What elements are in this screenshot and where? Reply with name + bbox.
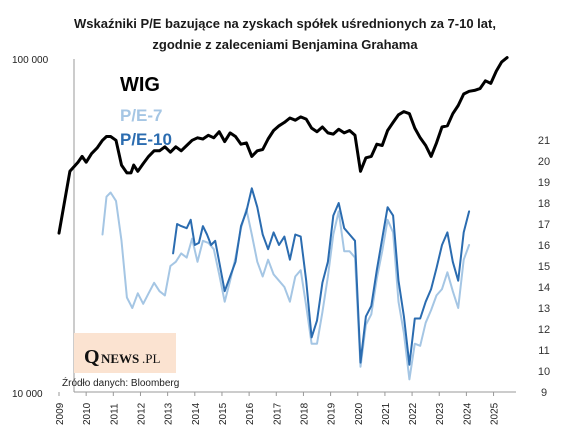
right-axis-ticks: 9 10 11 12 13 14 15 16 17 18 19 20 21 (538, 135, 550, 399)
left-tick-label-100000: 100 000 (12, 55, 49, 66)
right-tick-label: 18 (538, 198, 550, 210)
x-tick-label: 2024 (462, 402, 473, 425)
x-axis-ticks: 2009 2010 2011 2012 2013 2014 2015 2016 2017 2018… (55, 392, 501, 425)
x-tick-label: 2012 (136, 402, 147, 425)
right-tick-label: 14 (538, 282, 550, 294)
x-tick-label: 2019 (327, 402, 338, 425)
x-tick-label: 2013 (164, 402, 175, 425)
right-tick-label: 17 (538, 219, 550, 231)
x-tick-label: 2014 (191, 402, 202, 425)
series-line-wig (57, 56, 509, 235)
x-tick-label: 2011 (109, 403, 120, 425)
legend-wig: WIG (120, 74, 160, 96)
x-tick-label: 2018 (299, 402, 310, 425)
right-tick-label: 19 (538, 177, 550, 189)
right-tick-label: 20 (538, 156, 550, 168)
x-tick-label: 2023 (435, 402, 446, 425)
series-line-p-e-10 (172, 187, 471, 366)
legend-pe7: P/E-7 (120, 106, 163, 125)
right-tick-label: 15 (538, 261, 550, 273)
x-tick-label: 2016 (245, 402, 256, 425)
source-note: Źródło danych: Bloomberg (62, 376, 179, 389)
x-tick-label: 2010 (82, 402, 93, 425)
qnews-logo: Q NEWS .PL (74, 333, 176, 373)
right-tick-label: 13 (538, 303, 550, 315)
chart-title-line2: zgodnie z zaleceniami Benjamina Grahama (152, 37, 418, 52)
right-tick-label: 11 (538, 345, 549, 357)
logo-suffix: .PL (142, 351, 160, 366)
logo-q: Q (84, 346, 100, 368)
x-tick-label: 2020 (354, 402, 365, 425)
left-tick-label-10000: 10 000 (12, 389, 43, 400)
legend-pe10: P/E-10 (120, 130, 172, 149)
x-tick-label: 2025 (490, 402, 501, 425)
series-lines (57, 56, 509, 381)
x-tick-label: 2009 (55, 402, 66, 425)
right-tick-label: 16 (538, 240, 550, 252)
x-tick-label: 2017 (272, 402, 283, 425)
right-tick-label: 10 (538, 366, 550, 378)
logo-background (74, 333, 176, 373)
right-tick-label: 21 (538, 135, 550, 147)
x-tick-label: 2022 (408, 402, 419, 425)
logo-news: NEWS (101, 351, 139, 366)
right-tick-label: 9 (541, 387, 547, 399)
x-tick-label: 2015 (218, 402, 229, 425)
right-tick-label: 12 (538, 324, 550, 336)
series-line-p-e-7 (101, 191, 471, 381)
chart-title-line1: Wskaźniki P/E bazujące na zyskach spółek… (74, 16, 496, 31)
x-tick-label: 2021 (381, 402, 392, 425)
